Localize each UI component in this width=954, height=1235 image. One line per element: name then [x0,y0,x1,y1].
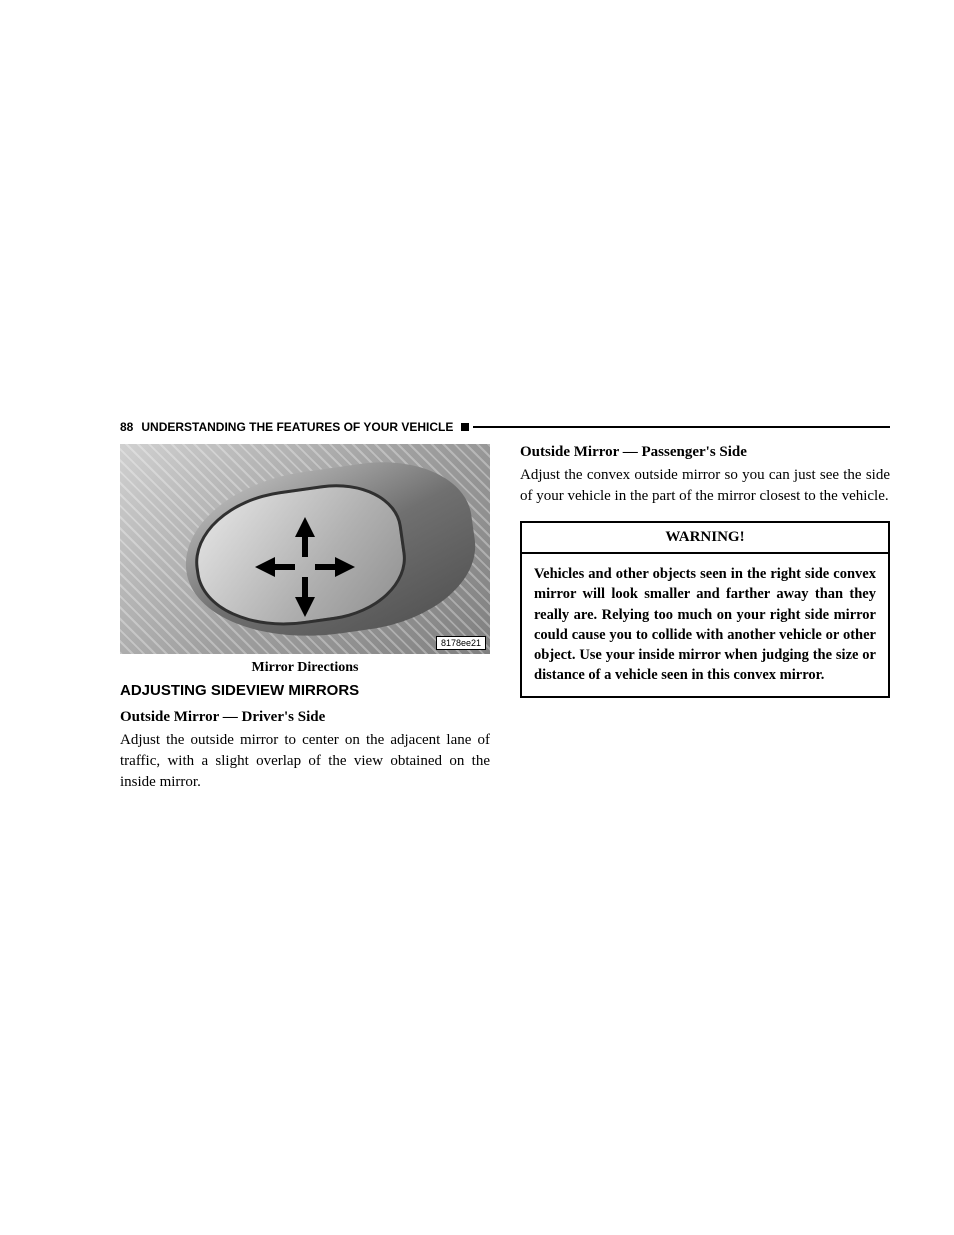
warning-body: Vehicles and other objects seen in the r… [522,554,888,696]
driver-side-body: Adjust the outside mirror to center on t… [120,730,490,793]
right-column: Outside Mirror — Passenger's Side Adjust… [520,444,890,805]
figure-caption: Mirror Directions [120,660,490,676]
section-heading: ADJUSTING SIDEVIEW MIRRORS [120,682,490,699]
driver-side-heading: Outside Mirror — Driver's Side [120,709,490,726]
page-number: 88 [120,420,133,434]
header-rule [473,426,890,428]
left-column: 8178ee21 Mirror Directions ADJUSTING SID… [120,444,490,805]
passenger-side-body: Adjust the convex outside mirror so you … [520,465,890,507]
page-header: 88 UNDERSTANDING THE FEATURES OF YOUR VE… [120,420,890,434]
image-code-label: 8178ee21 [436,636,486,650]
direction-arrows-icon [250,512,360,622]
mirror-directions-figure: 8178ee21 [120,444,490,654]
passenger-side-heading: Outside Mirror — Passenger's Side [520,444,890,461]
header-marker-icon [461,423,469,431]
warning-box: WARNING! Vehicles and other objects seen… [520,521,890,698]
header-title: UNDERSTANDING THE FEATURES OF YOUR VEHIC… [141,420,453,434]
page-content: 88 UNDERSTANDING THE FEATURES OF YOUR VE… [120,420,890,805]
content-columns: 8178ee21 Mirror Directions ADJUSTING SID… [120,444,890,805]
warning-title: WARNING! [522,523,888,554]
